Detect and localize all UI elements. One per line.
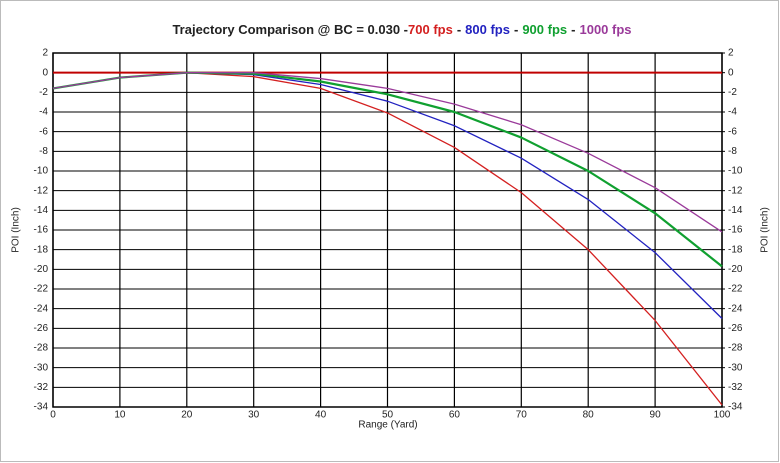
y-tick-label: -34 — [34, 402, 49, 413]
x-tick-label: 30 — [248, 410, 260, 421]
y-tick-label: -30 — [34, 362, 49, 373]
x-tick-label: 60 — [449, 410, 461, 421]
legend-separator: - — [514, 22, 518, 37]
y-tick-label: -14 — [34, 205, 49, 216]
y-tick-label: -16 — [34, 225, 49, 236]
y2-tick-label: -14 — [728, 205, 743, 216]
legend-separator: - — [457, 22, 461, 37]
y2-tick-label: -10 — [728, 166, 743, 177]
y2-tick-label: -34 — [728, 402, 743, 413]
x-tick-label: 50 — [382, 410, 394, 421]
y2-tick-label: -8 — [728, 146, 737, 157]
y2-tick-label: -22 — [728, 284, 743, 295]
y-tick-label: -20 — [34, 264, 49, 275]
legend-separator: - — [571, 22, 575, 37]
y2-tick-label: -20 — [728, 264, 743, 275]
legend-entry: 700 fps — [408, 22, 453, 37]
x-tick-label: 0 — [50, 410, 56, 421]
y2-tick-label: -4 — [728, 107, 737, 118]
chart-title: Trajectory Comparison @ BC = 0.030 -700 … — [172, 22, 631, 37]
y-tick-label: 2 — [42, 48, 48, 59]
y-tick-label: -8 — [39, 146, 48, 157]
y-tick-label: -28 — [34, 343, 49, 354]
x-tick-label: 70 — [516, 410, 528, 421]
y2-tick-label: -18 — [728, 244, 743, 255]
y-axis-label: POI (Inch) — [11, 207, 22, 253]
y-tick-label: -32 — [34, 382, 49, 393]
legend-entry: 900 fps — [522, 22, 567, 37]
y2-tick-label: 2 — [728, 48, 734, 59]
y2-tick-label: -2 — [728, 87, 737, 98]
legend-entry: 1000 fps — [579, 22, 631, 37]
x-tick-label: 20 — [181, 410, 193, 421]
y-tick-label: -22 — [34, 284, 49, 295]
y-tick-label: -26 — [34, 323, 49, 334]
y2-tick-label: -26 — [728, 323, 743, 334]
y2-tick-label: -16 — [728, 225, 743, 236]
y2-tick-label: -24 — [728, 303, 743, 314]
y-tick-label: -24 — [34, 303, 49, 314]
x-tick-label: 40 — [315, 410, 327, 421]
legend-entry: 800 fps — [465, 22, 510, 37]
y-tick-label: -10 — [34, 166, 49, 177]
y-tick-label: -6 — [39, 126, 48, 137]
y2-tick-label: -30 — [728, 362, 743, 373]
title-text: Trajectory Comparison @ BC = 0.030 - — [172, 22, 408, 37]
x-tick-label: 80 — [583, 410, 595, 421]
y-tick-label: -2 — [39, 87, 48, 98]
y-tick-label: -12 — [34, 185, 49, 196]
y-tick-label: -18 — [34, 244, 49, 255]
x-tick-label: 10 — [114, 410, 126, 421]
y2-tick-label: 0 — [728, 67, 734, 78]
y2-axis-label: POI (Inch) — [760, 207, 771, 253]
y2-tick-label: -32 — [728, 382, 743, 393]
series-line — [52, 72, 723, 233]
y2-tick-label: -28 — [728, 343, 743, 354]
y2-tick-label: -6 — [728, 126, 737, 137]
x-axis-label: Range (Yard) — [358, 420, 417, 431]
x-tick-label: 100 — [714, 410, 731, 421]
y-tick-label: 0 — [42, 67, 48, 78]
y2-tick-label: -12 — [728, 185, 743, 196]
x-tick-label: 90 — [650, 410, 662, 421]
y-tick-label: -4 — [39, 107, 48, 118]
